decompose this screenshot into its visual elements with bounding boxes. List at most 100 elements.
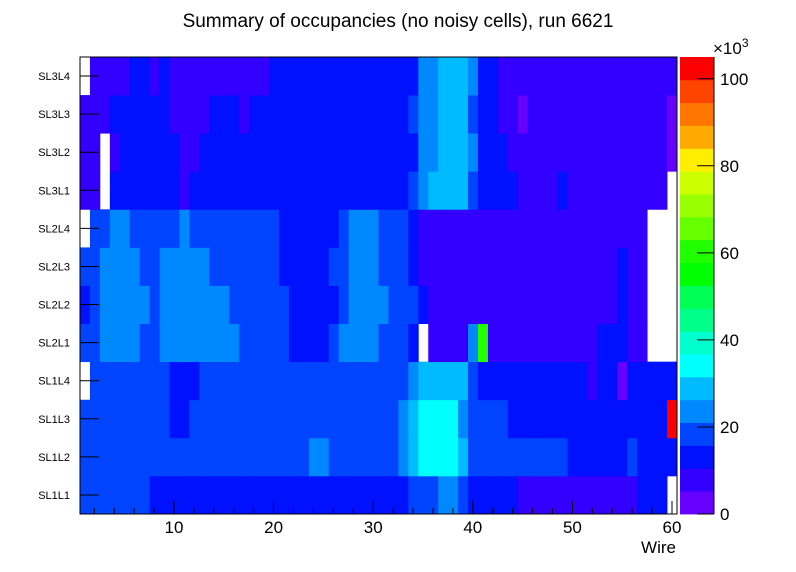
- z-unit-label: ×103: [713, 36, 749, 58]
- heatmap-cell: [428, 133, 439, 172]
- heatmap-cell: [627, 247, 638, 286]
- heatmap-cell: [249, 57, 260, 96]
- heatmap-cell: [527, 133, 539, 172]
- heatmap-cell: [338, 95, 350, 134]
- heatmap-cell: [189, 171, 200, 210]
- heatmap-cell: [637, 57, 648, 96]
- heatmap-cell: [547, 209, 558, 248]
- colorbar-level: [680, 239, 714, 264]
- heatmap-cell: [169, 95, 180, 134]
- heatmap-cell: [507, 171, 519, 210]
- heatmap-cell: [99, 361, 111, 401]
- heatmap-cell: [259, 247, 270, 286]
- heatmap-cell: [627, 285, 638, 324]
- heatmap-cell: [259, 57, 270, 96]
- heatmap-cell: [348, 95, 359, 134]
- heatmap-cell: [219, 247, 230, 286]
- heatmap-cell: [269, 323, 280, 363]
- heatmap-cell: [607, 361, 618, 401]
- heatmap-cell: [448, 361, 459, 401]
- heatmap-cell: [597, 133, 608, 172]
- heatmap-cell: [338, 399, 350, 439]
- heatmap-cell: [308, 361, 320, 401]
- heatmap-cell: [169, 361, 180, 401]
- heatmap-cell: [497, 57, 509, 96]
- heatmap-cell: [398, 57, 409, 96]
- heatmap-cell: [478, 475, 489, 515]
- heatmap-cell: [468, 361, 479, 401]
- heatmap-cell: [408, 399, 419, 439]
- heatmap-cell: [657, 475, 668, 515]
- heatmap-cell: [587, 171, 598, 210]
- heatmap-cell: [368, 437, 379, 477]
- heatmap-cell: [398, 133, 409, 172]
- heatmap-cell: [328, 437, 340, 477]
- heatmap-cell: [667, 133, 678, 172]
- heatmap-cell: [368, 133, 379, 172]
- heatmap-cell: [149, 361, 160, 401]
- heatmap-cell: [408, 437, 419, 477]
- heatmap-cell: [259, 133, 270, 172]
- heatmap-cell: [527, 95, 539, 134]
- heatmap-cell: [637, 95, 648, 134]
- heatmap-cell: [159, 247, 170, 286]
- heatmap-cell: [189, 209, 200, 248]
- heatmap-cell: [537, 133, 549, 172]
- heatmap-cell: [597, 247, 608, 286]
- heatmap-cell: [288, 133, 300, 172]
- heatmap-cell: [448, 209, 459, 248]
- heatmap-cell: [388, 171, 399, 210]
- heatmap-cell: [109, 209, 121, 248]
- heatmap-cell: [199, 361, 210, 401]
- heatmap-cell: [487, 133, 499, 172]
- heatmap-cell: [408, 171, 419, 210]
- y-tick-label: SL3L1: [38, 185, 70, 197]
- heatmap-cell: [398, 95, 409, 134]
- heatmap-cell: [468, 133, 479, 172]
- heatmap-cell: [497, 437, 509, 477]
- heatmap-cell: [239, 361, 250, 401]
- heatmap-cell: [378, 95, 389, 134]
- heatmap-cell: [637, 437, 648, 477]
- heatmap-cell: [537, 437, 549, 477]
- colorbar-level: [680, 79, 714, 104]
- heatmap-cell: [418, 57, 429, 96]
- heatmap-cell: [368, 247, 379, 286]
- heatmap-cell: [378, 399, 389, 439]
- heatmap-cell: [229, 95, 240, 134]
- heatmap-cell: [647, 361, 658, 401]
- heatmap-cell: [149, 247, 160, 286]
- y-tick-label: SL2L1: [38, 338, 70, 350]
- heatmap-cell: [507, 57, 519, 96]
- heatmap-cell: [458, 437, 469, 477]
- heatmap-cell: [577, 95, 588, 134]
- heatmap-cell: [627, 323, 638, 363]
- heatmap-cell: [597, 171, 608, 210]
- heatmap-cell: [348, 361, 359, 401]
- heatmap-cell: [109, 361, 121, 401]
- heatmap-cell: [428, 361, 439, 401]
- heatmap-cell: [249, 209, 260, 248]
- heatmap-cell: [438, 323, 449, 363]
- heatmap-cell: [239, 399, 250, 439]
- heatmap-cell: [328, 209, 340, 248]
- heatmap-cell: [109, 57, 121, 96]
- heatmap-cell: [219, 437, 230, 477]
- heatmap-cell: [209, 399, 220, 439]
- heatmap-cell: [139, 437, 151, 477]
- heatmap-cell: [179, 247, 190, 286]
- heatmap-cell: [358, 57, 369, 96]
- heatmap-cell: [209, 247, 220, 286]
- heatmap-cell: [547, 285, 558, 324]
- heatmap-cell: [627, 57, 638, 96]
- heatmap-cell: [129, 209, 141, 248]
- x-tick-label: 50: [563, 518, 582, 537]
- heatmap-cell: [279, 323, 290, 363]
- heatmap-cell: [209, 323, 220, 363]
- heatmap-cell: [109, 285, 121, 324]
- heatmap-cell: [607, 171, 618, 210]
- heatmap-cell: [279, 475, 290, 515]
- heatmap-cell: [119, 209, 131, 248]
- heatmap-cell: [308, 209, 320, 248]
- heatmap-cell: [189, 285, 200, 324]
